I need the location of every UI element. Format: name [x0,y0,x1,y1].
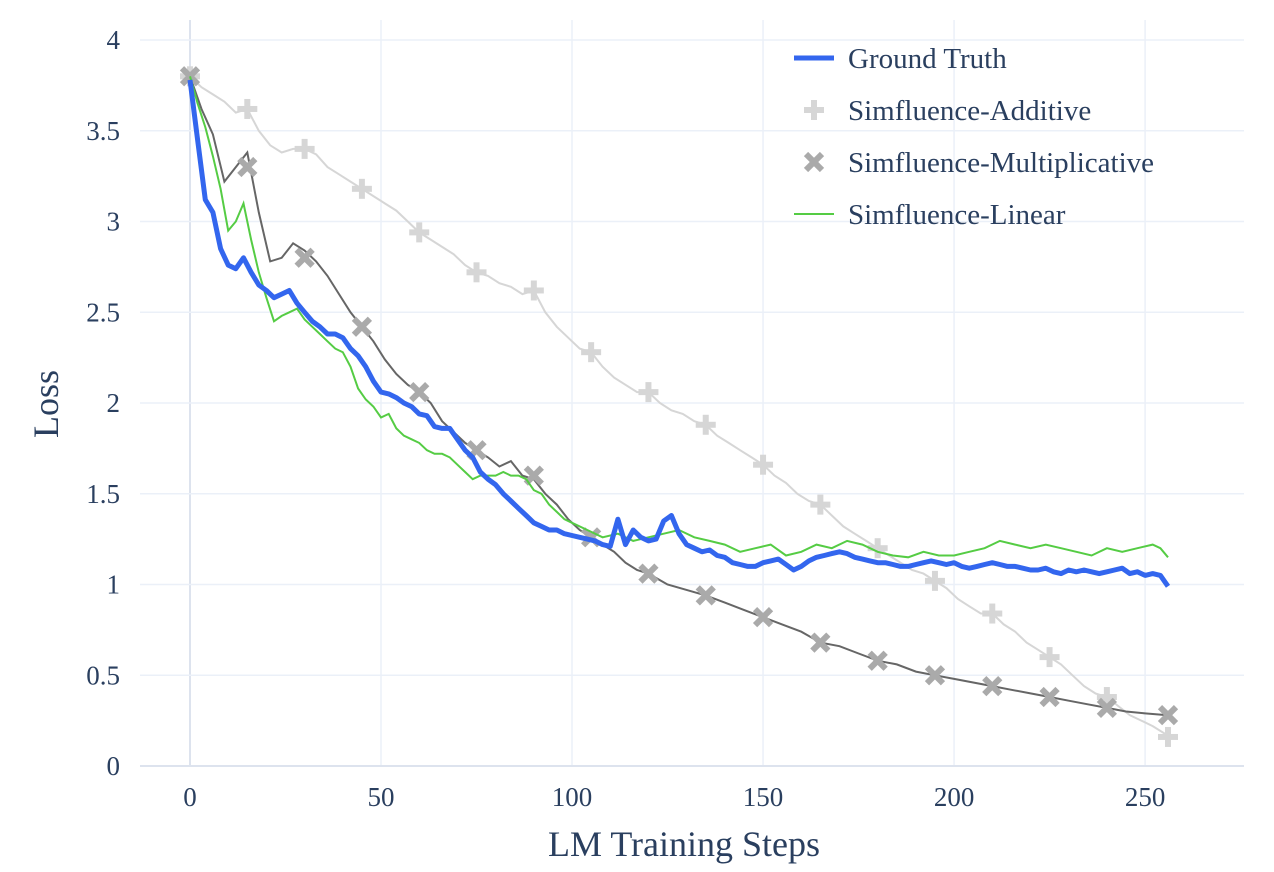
legend-label: Simfluence-Additive [848,95,1091,127]
plus-marker-additive [409,222,430,243]
plus-marker-additive [924,570,945,591]
series-line-ground-truth [187,79,1171,588]
legend-item: Ground Truth [794,43,1007,75]
x-marker-multiplicative [237,156,258,178]
plus-marker-additive [1158,726,1178,747]
y-tick-label: 0 [107,751,121,781]
x-marker-multiplicative [867,650,888,671]
series-line-simfluence-linear [189,76,1169,559]
legend-label: Ground Truth [848,43,1007,75]
plus-marker-additive [523,280,544,301]
plus-marker-additive [466,262,487,283]
y-tick-label: 3.5 [86,116,120,146]
x-tick-label: 150 [743,782,784,812]
x-marker-multiplicative [294,247,315,268]
legend: Ground Truth Simfluence-Additive Simfluenc… [794,43,1154,231]
x-tick-label: 200 [934,782,975,812]
x-marker-multiplicative [409,381,430,403]
y-tick-label: 2.5 [86,297,120,327]
legend-item: Simfluence-Additive [804,95,1091,127]
legend-swatch-additive [804,100,824,120]
series-line-simfluence-additive [189,75,1169,738]
x-marker-multiplicative [638,563,659,584]
x-tick-label: 250 [1125,782,1166,812]
plus-marker-additive [982,603,1003,624]
x-tick-label: 0 [183,782,197,812]
x-marker-multiplicative [1157,705,1179,726]
plus-marker-additive [753,454,774,475]
y-tick-label: 4 [107,25,121,55]
y-tick-label: 0.5 [86,660,120,690]
y-tick-label: 1.5 [86,479,120,509]
plus-marker-additive [237,98,258,119]
legend-label: Simfluence-Linear [848,199,1066,231]
x-marker-multiplicative [695,585,716,606]
x-marker-multiplicative [351,316,373,337]
plus-marker-additive [638,382,659,403]
y-tick-label: 2 [107,388,121,418]
legend-item: Simfluence-Linear [794,199,1066,231]
x-marker-multiplicative [1096,697,1117,719]
x-marker-multiplicative [982,676,1003,697]
plot-area [179,66,1179,747]
legend-swatch-multiplicative [803,151,825,173]
plus-marker-additive [867,538,888,559]
legend-label: Simfluence-Multiplicative [848,147,1154,179]
plus-marker-additive [810,494,831,515]
y-tick-label: 1 [107,570,121,600]
legend-item: Simfluence-Multiplicative [803,147,1154,179]
plus-marker-additive [351,178,372,199]
x-axis-title: LM Training Steps [548,824,820,864]
x-marker-multiplicative [810,632,831,653]
x-tick-label: 100 [552,782,593,812]
y-tick-label: 3 [107,207,121,237]
plus-marker-additive [695,414,716,435]
axis-tick-labels: 0 50 100 150 200 250 0 0.5 1 1.5 2 2.5 3 3.5 4 [86,25,1165,812]
plus-marker-additive [1039,647,1060,668]
x-tick-label: 50 [368,782,395,812]
plus-marker-additive [581,342,602,363]
plus-marker-additive [294,138,315,159]
x-marker-multiplicative [752,607,774,628]
x-marker-multiplicative [924,665,946,686]
y-axis-title: Loss [26,370,66,438]
grid [140,20,1244,767]
x-marker-multiplicative [1039,686,1060,708]
plus-marker-additive [1096,687,1117,708]
